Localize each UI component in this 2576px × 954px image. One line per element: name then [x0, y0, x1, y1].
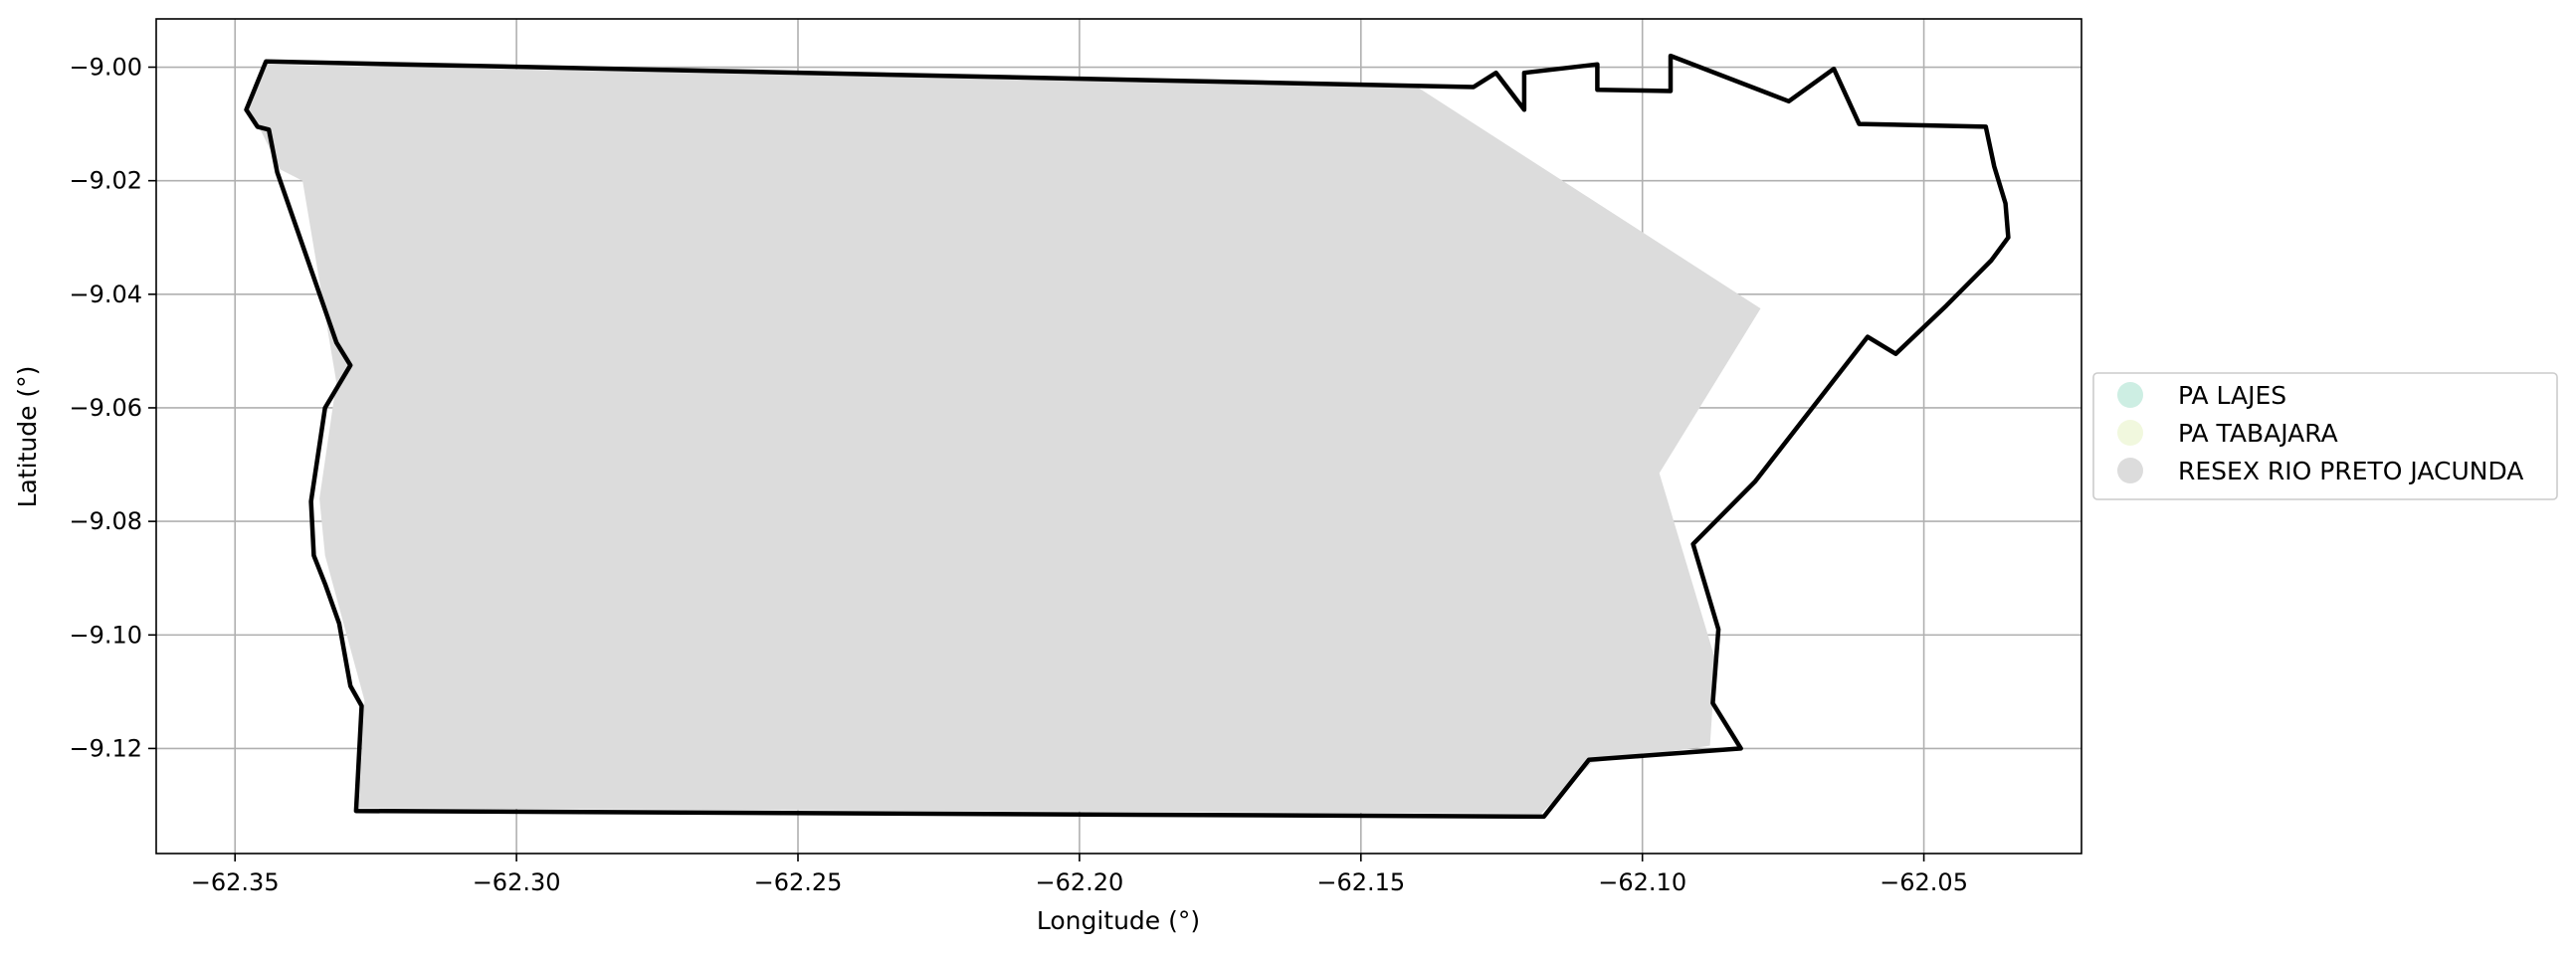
y-tick-label: −9.02: [69, 167, 142, 195]
x-tick-label: −62.10: [1598, 868, 1686, 896]
plot-area: [155, 18, 2082, 855]
legend-label: PA TABAJARA: [2178, 419, 2338, 448]
plot-frame: [155, 18, 2082, 855]
x-tick-label: −62.05: [1880, 868, 1968, 896]
x-axis-ticks: −62.35 −62.30 −62.25 −62.20 −62.15 −62.10 −62.…: [191, 854, 1968, 896]
resex-rio-preto-jacunda-area: [246, 64, 1761, 814]
y-tick-label: −9.00: [69, 54, 142, 82]
y-tick-label: −9.08: [69, 507, 142, 535]
legend-label: RESEX RIO PRETO JACUNDA: [2178, 457, 2523, 485]
legend-marker: [2117, 420, 2143, 446]
x-tick-label: −62.15: [1316, 868, 1405, 896]
legend-marker: [2117, 382, 2143, 408]
legend: PA LAJES PA TABAJARA RESEX RIO PRETO JACUN…: [2092, 372, 2558, 500]
y-tick-label: −9.06: [69, 394, 142, 422]
legend-label: PA LAJES: [2178, 381, 2286, 410]
legend-frame: [2092, 372, 2558, 500]
y-tick-label: −9.12: [69, 734, 142, 762]
x-tick-label: −62.35: [191, 868, 280, 896]
y-axis-label: Latitude (°): [13, 366, 42, 508]
boundary-outline: [244, 53, 2011, 820]
legend-entries: PA LAJES PA TABAJARA RESEX RIO PRETO JACUN…: [2117, 381, 2523, 485]
y-tick-label: −9.04: [69, 281, 142, 308]
x-tick-label: −62.25: [754, 868, 843, 896]
legend-marker: [2117, 458, 2143, 483]
y-tick-label: −9.10: [69, 621, 142, 649]
y-axis-ticks: −9.00 −9.02 −9.04 −9.06 −9.08 −9.10 −9.12: [69, 54, 156, 762]
x-axis-label: Longitude (°): [1037, 906, 1200, 935]
x-tick-label: −62.20: [1035, 868, 1123, 896]
x-tick-label: −62.30: [473, 868, 561, 896]
